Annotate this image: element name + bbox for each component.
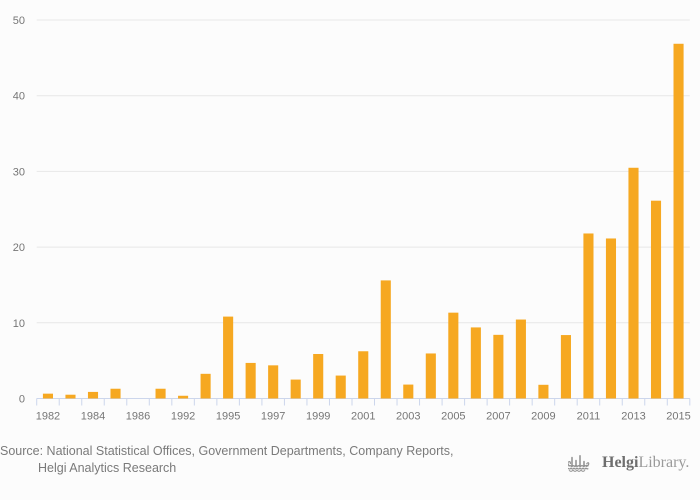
svg-text:2013: 2013 [621,411,645,423]
svg-text:2011: 2011 [577,411,601,423]
svg-text:1992: 1992 [171,411,195,423]
svg-text:2003: 2003 [396,411,420,423]
svg-text:0: 0 [19,394,25,406]
svg-text:2007: 2007 [486,411,510,423]
svg-text:1999: 1999 [306,411,330,423]
svg-text:1982: 1982 [36,411,60,423]
svg-text:1997: 1997 [261,411,285,423]
svg-text:1986: 1986 [126,411,150,423]
svg-text:30: 30 [13,166,25,178]
svg-text:2005: 2005 [441,411,465,423]
svg-text:40: 40 [13,91,25,103]
svg-text:1984: 1984 [81,411,105,423]
svg-text:1995: 1995 [216,411,240,423]
svg-text:20: 20 [13,242,25,254]
svg-text:10: 10 [13,318,25,330]
svg-text:50: 50 [13,15,25,27]
svg-text:2009: 2009 [531,411,555,423]
svg-text:2001: 2001 [351,411,375,423]
svg-text:2015: 2015 [666,411,690,423]
